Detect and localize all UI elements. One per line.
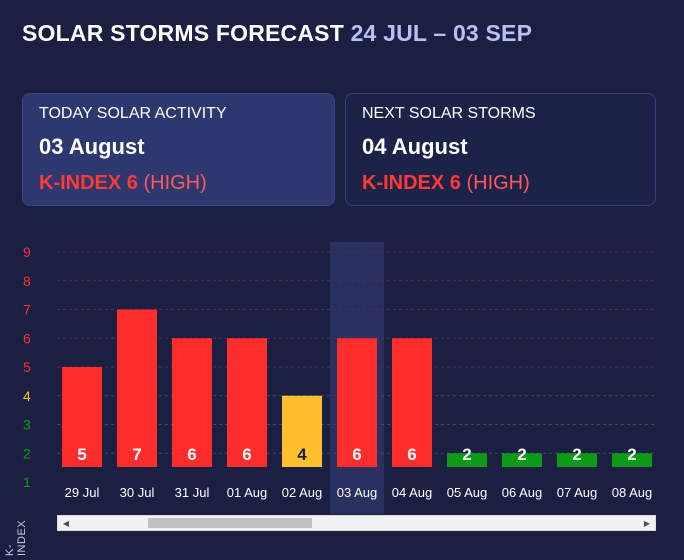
next-card-date: 04 August [362,134,468,159]
bar [502,453,542,467]
today-card-date: 03 August [39,134,145,159]
bar-value-label: 4 [297,445,307,464]
x-tick-label: 07 Aug [557,485,598,500]
bar-value-label: 6 [242,445,251,464]
today-kindex-level: (HIGH) [143,172,207,194]
bar [557,453,597,467]
x-tick-label: 05 Aug [447,485,488,500]
bar [172,338,212,467]
bar [447,453,487,467]
scroll-right-arrow-icon[interactable]: ▶ [643,518,651,528]
x-tick-label: 04 Aug [392,485,433,500]
x-tick-label: 08 Aug [612,485,653,500]
bar [337,338,377,467]
chart-horizontal-scrollbar[interactable]: ◀ ▶ [57,515,656,531]
bar-value-label: 5 [77,445,86,464]
bar-value-label: 2 [627,445,636,464]
y-tick-label: 8 [23,273,31,289]
x-tick-label: 31 Jul [175,485,210,500]
y-tick-label: 1 [23,474,31,490]
bar-value-label: 6 [187,445,196,464]
bar [282,395,322,467]
bar [392,338,432,467]
y-tick-label: 5 [23,359,31,375]
today-card-kindex: K-INDEX 6 (HIGH) [39,172,318,195]
next-card-kindex: K-INDEX 6 (HIGH) [362,172,639,195]
bar-value-label: 6 [407,445,416,464]
bar-value-label: 2 [517,445,526,464]
bar [62,367,102,467]
bar-value-label: 6 [352,445,361,464]
x-tick-label: 29 Jul [65,485,100,500]
today-card-label: TODAY SOLAR ACTIVITY [39,105,227,122]
next-kindex-value: K-INDEX 6 [362,172,461,194]
y-tick-label: 2 [23,445,31,461]
kindex-bar-chart: 1 2 3 4 5 6 7 8 9 5 29 Jul 7 30 Jul 6 31 Jul 6 01 Aug 4 02… [23,242,656,514]
bar [117,309,157,467]
x-tick-label: 01 Aug [227,485,268,500]
y-tick-label: 9 [23,244,31,260]
x-tick-label: 30 Jul [120,485,155,500]
y-tick-label: 4 [23,388,31,404]
scroll-left-arrow-icon[interactable]: ◀ [62,518,70,528]
scroll-thumb[interactable] [148,518,312,528]
bar-value-label: 2 [462,445,471,464]
y-tick-label: 6 [23,330,31,346]
today-kindex-value: K-INDEX 6 [39,172,138,194]
next-kindex-level: (HIGH) [466,172,530,194]
y-axis-title: K-INDEX [4,519,28,556]
title-date-range: 24 JUL – 03 SEP [350,20,533,46]
bar [227,338,267,467]
x-tick-label: 03 Aug [337,485,378,500]
bar-value-label: 2 [572,445,581,464]
next-card-label: NEXT SOLAR STORMS [362,105,536,122]
bar-value-label: 7 [132,445,141,464]
page-title: SOLAR STORMS FORECAST 24 JUL – 03 SEP [22,20,532,47]
next-storms-card: NEXT SOLAR STORMS 04 August K-INDEX 6 (H… [345,93,656,206]
today-activity-card: TODAY SOLAR ACTIVITY 03 August K-INDEX 6… [22,93,335,206]
x-tick-label: 02 Aug [282,485,323,500]
y-tick-label: 3 [23,417,31,433]
bar [612,453,652,467]
title-text: SOLAR STORMS FORECAST [22,20,344,46]
y-tick-label: 7 [23,302,31,318]
x-tick-label: 06 Aug [502,485,543,500]
